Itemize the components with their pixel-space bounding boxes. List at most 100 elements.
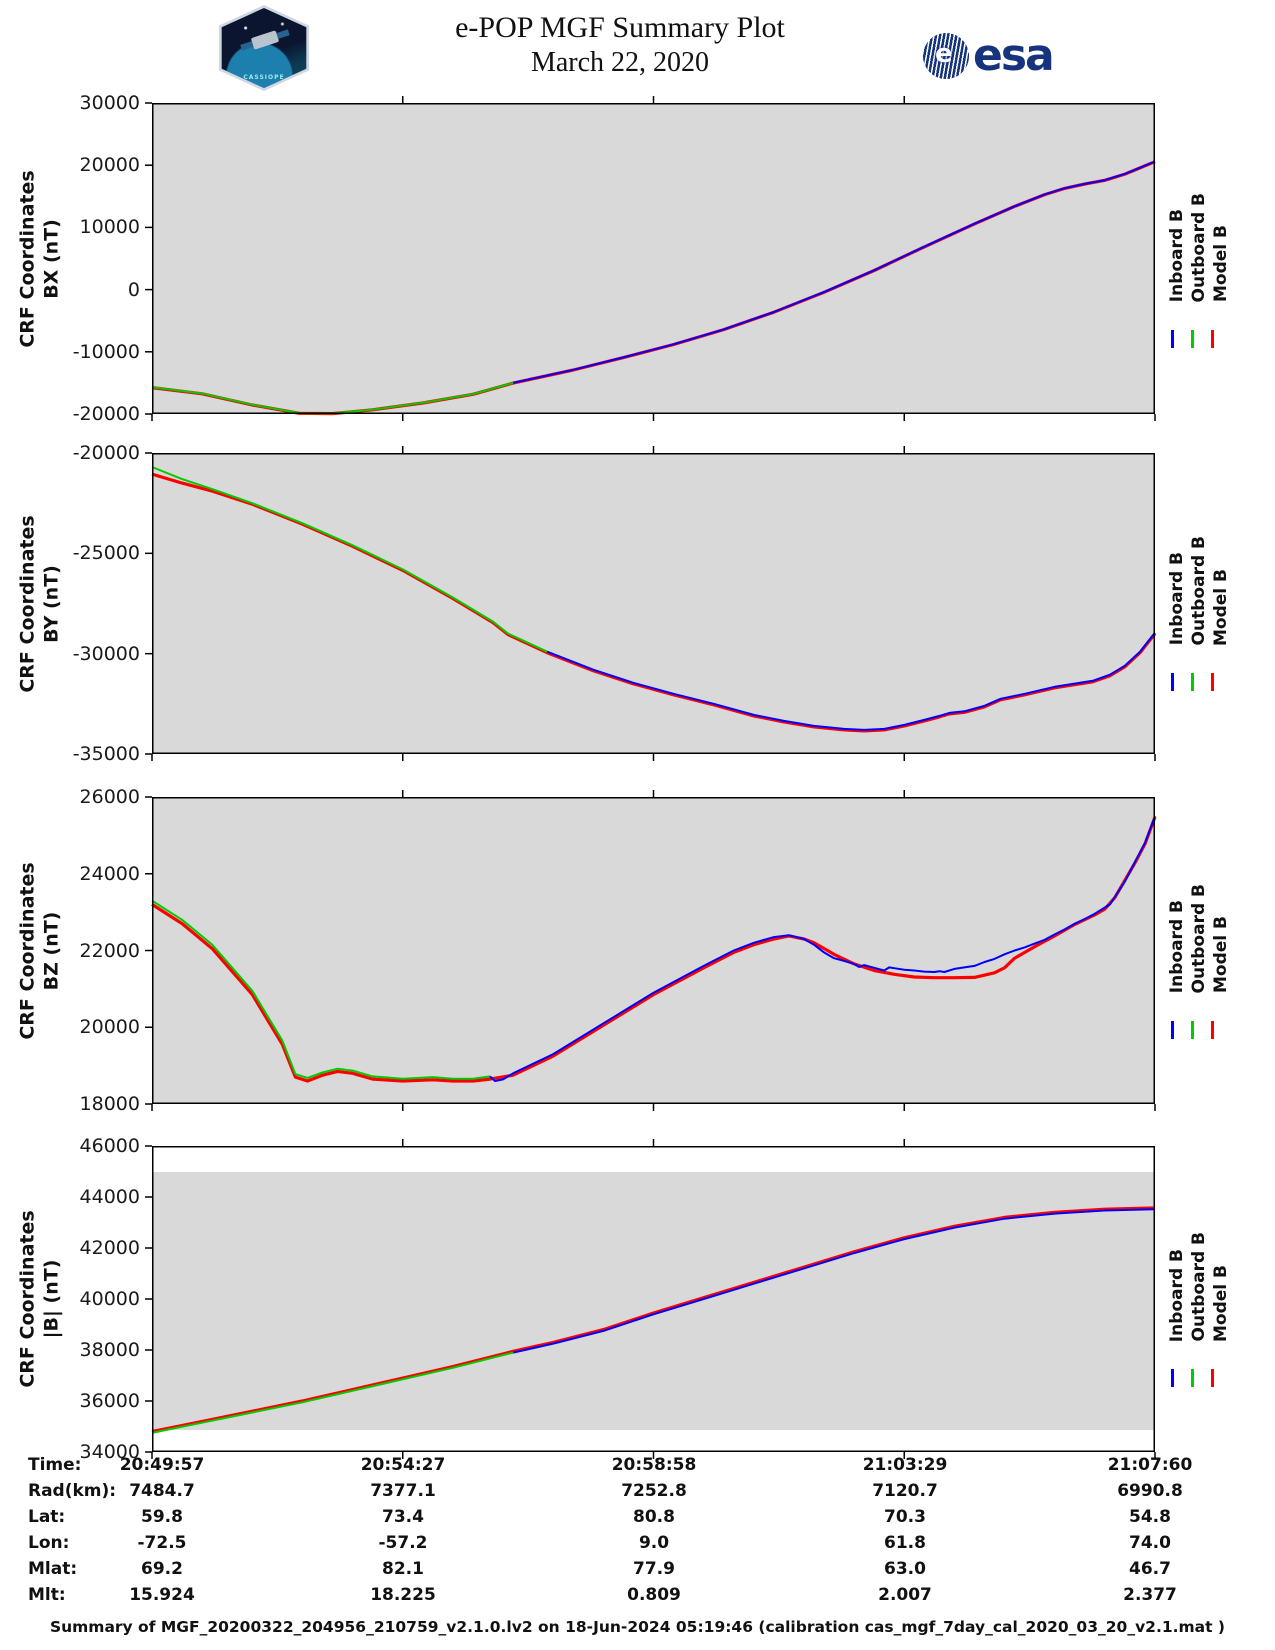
table-value: 74.0 [1129,1533,1171,1553]
y-tick-label: 0 [127,278,140,301]
legend-color-bar [1171,330,1174,349]
cassiope-mission-patch: CASSIOPE [218,5,310,91]
table-value: 63.0 [884,1559,926,1579]
table-value: -72.5 [137,1533,187,1553]
table-value: 9.0 [638,1533,670,1553]
legend-color-bar [1211,330,1214,349]
legend-label: Inboard B [1167,900,1187,994]
legend-label: Model B [1211,568,1231,646]
y-tick-label: 10000 [79,216,140,239]
table-row: Time: 20:49:57 20:54:27 20:58:58 21:03:29 21:… [0,1455,1275,1481]
table-value: 20:58:58 [611,1455,697,1475]
plot-svg-by [145,446,1157,761]
y-tick-label: -30000 [72,642,140,665]
table-value: 15.924 [129,1585,195,1605]
legend-label: Inboard B [1167,208,1187,303]
legend-bz: Inboard B Outboard B Model B [1166,797,1238,1104]
table-value: 20:54:27 [360,1455,446,1475]
series-inboard-b [512,160,1156,384]
y-tick-label: 30000 [79,92,140,114]
y-tick-label: 26000 [79,786,140,808]
legend-color-keys [1171,672,1214,691]
plot-area-bz [145,790,1157,1111]
table-value: 6990.8 [1117,1481,1183,1501]
y-tick-label: -35000 [72,743,140,765]
y-tick-label: -20000 [72,403,140,425]
plot-area-bx [145,96,1156,421]
y-tick-label: 44000 [79,1186,140,1208]
legend-labels: Inboard B Outboard B Model B [1166,884,1232,993]
y-tick-label: 20000 [79,1016,140,1039]
table-value: 18.225 [370,1585,436,1605]
satellite-icon [250,30,280,50]
row-label: Mlt: [28,1585,66,1605]
series-inboard-b [512,1208,1156,1354]
table-value: 0.809 [627,1585,681,1605]
legend-color-keys [1171,330,1214,349]
table-row: Mlt: 15.924 18.225 0.809 2.007 2.377 [0,1585,1275,1611]
row-label: Time: [28,1455,82,1475]
series-outboard-b [151,899,491,1080]
table-value: 73.4 [382,1507,424,1527]
esa-logo: esa [923,30,1055,81]
y-tick-label: 22000 [79,939,140,962]
table-value: 59.8 [141,1507,183,1527]
row-label: Lat: [28,1507,66,1527]
plot-area-by [145,446,1157,761]
table-value: 7252.8 [621,1481,687,1501]
table-value: -57.2 [378,1533,428,1553]
legend-label: Outboard B [1189,536,1209,646]
plot-svg-bx [145,96,1156,421]
legend-label: Outboard B [1189,884,1209,994]
plot-svg-bz [145,790,1157,1111]
table-value: 21:07:60 [1107,1455,1193,1475]
ephemeris-table: Time: 20:49:57 20:54:27 20:58:58 21:03:29 21:… [0,1455,1275,1611]
legend-bx: Inboard B Outboard B Model B [1166,103,1238,414]
y-tick-label: 18000 [79,1093,140,1115]
cassiope-patch-label: CASSIOPE [243,74,285,81]
legend-color-bar [1171,1369,1174,1388]
legend-color-bar [1171,672,1174,691]
legend-bmag: Inboard B Outboard B Model B [1166,1146,1238,1452]
table-value: 61.8 [884,1533,926,1553]
row-label: Rad(km): [28,1481,117,1501]
cassiope-patch-art: CASSIOPE [221,8,307,88]
esa-logo-text: esa [973,30,1055,81]
legend-color-keys [1171,1369,1214,1388]
y-tick-label: 42000 [79,1237,140,1259]
table-value: 70.3 [884,1507,926,1527]
series-model-b [151,816,1157,1083]
row-label: Lon: [28,1533,70,1553]
table-value: 82.1 [382,1559,424,1579]
y-tick-label: 38000 [79,1339,140,1361]
table-value: 46.7 [1129,1559,1171,1579]
row-label: Mlat: [28,1559,78,1579]
y-tick-label: 40000 [79,1288,140,1310]
legend-label: Model B [1211,916,1231,994]
legend-color-keys [1171,1021,1214,1040]
legend-color-bar [1191,1021,1194,1040]
title-line2: March 22, 2020 [530,47,710,78]
y-tick-label: -20000 [72,442,140,464]
table-value: 7377.1 [370,1481,436,1501]
plot-area-bmag [145,1139,1156,1459]
table-value: 54.8 [1129,1507,1171,1527]
legend-labels: Inboard B Outboard B Model B [1166,536,1232,645]
y-tick-label: 46000 [79,1135,140,1157]
table-value: 2.377 [1123,1585,1177,1605]
legend-labels: Inboard B Outboard B Model B [1166,1232,1232,1341]
y-axis-label-bx: CRF Coordinates BX (nT) [17,169,64,348]
legend-labels: Inboard B Outboard B Model B [1166,193,1232,302]
legend-label: Inboard B [1167,1248,1187,1342]
table-row: Lon: -72.5 -57.2 9.0 61.8 74.0 [0,1533,1275,1559]
series-inboard-b [546,631,1156,731]
series-model-b [151,1206,1156,1434]
y-tick-label: 24000 [79,862,140,885]
legend-by: Inboard B Outboard B Model B [1166,453,1238,754]
table-row: Mlat: 69.2 82.1 77.9 63.0 46.7 [0,1559,1275,1585]
series-inboard-b [489,815,1156,1082]
table-value: 20:49:57 [119,1455,205,1475]
series-outboard-b [151,1351,514,1434]
legend-label: Inboard B [1167,552,1187,646]
